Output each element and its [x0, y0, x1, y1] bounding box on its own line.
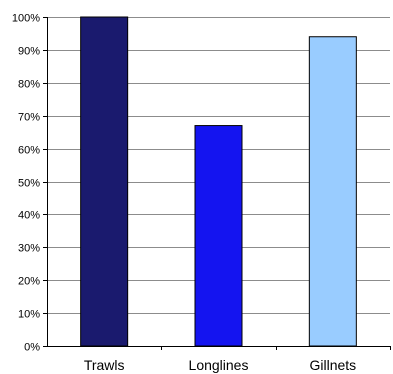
- y-tick-label: 30%: [18, 243, 40, 255]
- y-tick-label: 80%: [18, 79, 40, 91]
- y-tick-label: 10%: [18, 309, 40, 321]
- y-tick-label: 90%: [18, 46, 40, 58]
- bars: [80, 16, 357, 347]
- bar-gillnets: [308, 36, 357, 347]
- bar-longlines: [194, 125, 243, 347]
- y-tick-label: 0%: [24, 342, 40, 354]
- bar-trawls: [80, 16, 129, 347]
- axes: [47, 17, 390, 347]
- x-category-label: Gillnets: [309, 357, 356, 373]
- y-tick-label: 60%: [18, 145, 40, 157]
- x-category-label: Longlines: [189, 357, 249, 373]
- y-tick-label: 20%: [18, 276, 40, 288]
- y-axis-ticks: 0% 10% 20% 30% 40% 50% 60% 70% 80% 90% 100%: [12, 13, 47, 354]
- y-tick-label: 70%: [18, 112, 40, 124]
- x-category-label: Trawls: [84, 357, 125, 373]
- y-tick-label: 40%: [18, 210, 40, 222]
- x-axis-labels: Trawls Longlines Gillnets: [84, 346, 391, 373]
- y-tick-label: 50%: [18, 178, 40, 190]
- y-tick-label: 100%: [12, 13, 40, 25]
